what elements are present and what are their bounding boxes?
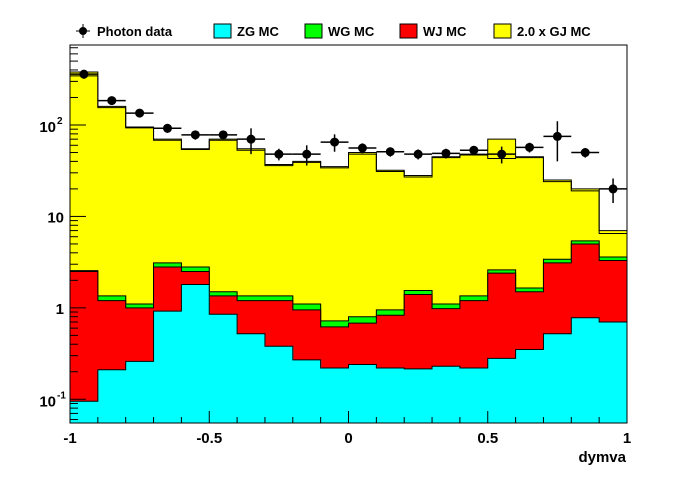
data-point-18 [580,148,590,158]
bar-zg-mc-bin-6 [237,333,266,423]
data-point-9 [330,137,340,147]
y-tick-label-group: 1 [56,301,64,318]
legend-swatch-zg [213,23,232,39]
data-point-14 [469,145,479,155]
y-tick-label-group: 10 -1 [39,390,66,410]
bar-zg-mc-bin-11 [376,367,405,423]
bar-zg-mc-bin-15 [487,358,517,423]
legend-label-wg: WG MC [328,24,375,39]
outline-zg-mc [69,284,628,423]
mc-total-step-line [70,75,628,423]
bar-wj-mc-bin-0 [70,271,99,423]
y-tick-label-group: 10 [47,209,64,226]
data-point-10 [357,143,367,153]
legend-entry-gj: 2.0 x GJ MC [493,23,591,39]
bar-zg-mc-bin-10 [348,364,377,423]
data-point-4 [190,130,200,140]
data-point-1 [107,96,117,106]
bar-zg-mc-bin-16 [515,349,544,423]
x-axis-label: dymva [578,449,626,466]
x-tick-label: -0.5 [196,430,222,447]
data-point-19 [608,184,618,194]
data-point-8 [302,149,312,159]
bar-zg-mc-bin-0 [70,401,99,423]
legend-entry-wj: WJ MC [399,23,467,39]
bar-zg-mc-bin-14 [459,367,489,423]
legend-swatch-wg [304,23,323,39]
data-point-11 [385,147,395,157]
bar-zg-mc-bin-7 [264,346,294,423]
bar-zg-mc-bin-3 [153,311,182,423]
legend-swatch-gj [493,23,512,39]
data-point-15 [497,149,507,159]
y-tick-label: 10 [39,393,56,410]
legend-label-wj: WJ MC [423,24,467,39]
y-tick-label: 10 [47,209,64,226]
bar-zg-mc-bin-9 [320,367,349,423]
bar-zg-mc-bin-8 [292,359,322,423]
data-point-7 [274,149,284,159]
data-point-6 [246,134,256,144]
data-point-17 [552,131,562,141]
legend-entry-wg: WG MC [304,23,375,39]
data-point-2 [135,108,145,118]
legend-label-photon-data: Photon data [97,24,173,39]
mc-total-outline [70,75,628,423]
bar-zg-mc-bin-2 [125,361,155,423]
bar-zg-mc-bin-17 [543,333,572,423]
y-tick-label-group: 10 2 [39,116,63,136]
bar-zg-mc-bin-4 [181,284,210,423]
bar-zg-mc-bin-12 [404,368,433,423]
x-tick-label: 0.5 [477,430,498,447]
data-point-13 [441,148,451,158]
legend-entry-photon-data: Photon data [76,24,173,39]
legend-swatch-wj [399,23,418,39]
legend: Photon data ZG MC WG MC WJ MC 2.0 x GJ M… [76,23,591,39]
x-tick-label: -1 [63,430,76,447]
legend-label-zg: ZG MC [237,24,279,39]
y-tick-label: 10 [39,119,56,136]
legend-label-gj: 2.0 x GJ MC [517,24,591,39]
data-point-12 [413,149,423,159]
bar-zg-mc-bin-5 [209,314,238,423]
photon-data-points [70,69,627,204]
data-point-0 [79,69,89,79]
y-tick-exponent: 2 [57,116,63,127]
data-point-5 [218,130,228,140]
x-tick-label: 0 [344,430,352,447]
y-tick-exponent: -1 [57,390,66,401]
data-point-3 [162,123,172,133]
legend-entry-zg: ZG MC [213,23,279,39]
y-tick-label: 1 [56,301,64,318]
stacked-histogram [69,71,628,424]
legend-marker-photon-data [79,27,87,35]
x-tick-label: 1 [623,430,631,447]
bar-zg-mc-bin-18 [571,317,600,423]
bar-zg-mc-bin-1 [97,369,127,423]
outline-wj-mc [69,243,628,423]
bar-zg-mc-bin-19 [599,322,628,423]
data-point-16 [525,142,535,152]
bar-zg-mc-bin-13 [432,366,461,423]
